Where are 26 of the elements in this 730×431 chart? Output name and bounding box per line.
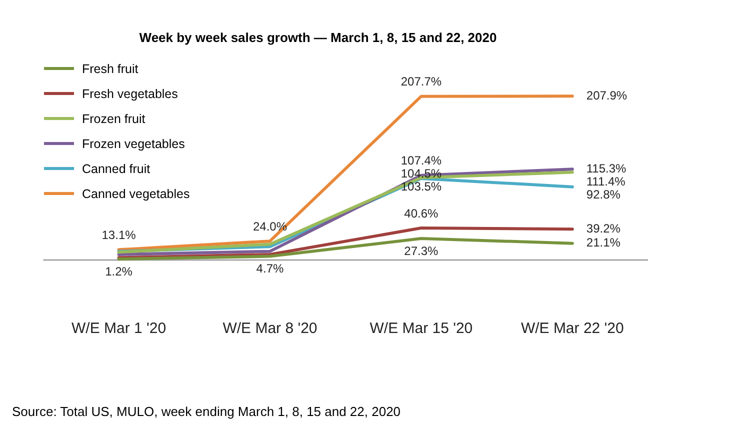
data-label: 207.9% — [586, 88, 628, 102]
source-note: Source: Total US, MULO, week ending March 1, 8, 15 and 22, 2020 — [12, 404, 401, 419]
data-label: 1.2% — [105, 264, 133, 278]
data-label: 27.3% — [404, 244, 439, 258]
data-label: 92.8% — [586, 187, 621, 202]
data-label: 4.7% — [256, 262, 284, 276]
data-label: 13.1% — [102, 228, 136, 242]
legend-label: Canned fruit — [82, 162, 150, 176]
x-tick-label: W/E Mar 15 '20 — [370, 320, 473, 338]
legend-label: Canned vegetables — [82, 186, 190, 200]
legend-label: Frozen fruit — [82, 112, 146, 126]
data-label: 21.1% — [586, 236, 621, 250]
x-tick-label: W/E Mar 1 '20 — [71, 320, 166, 338]
data-label: 107.4% — [400, 154, 442, 168]
data-label: 40.6% — [404, 206, 439, 220]
chart-title: Week by week sales growth — March 1, 8, 15 and 22, 2020 — [138, 30, 498, 45]
legend-label: Fresh fruit — [82, 62, 138, 76]
legend-label: Frozen vegetables — [82, 136, 185, 150]
data-label: 103.5% — [400, 180, 442, 194]
data-label: 39.2% — [586, 221, 621, 236]
legend-label: Fresh vegetables — [82, 86, 178, 100]
x-tick-label: W/E Mar 8 '20 — [222, 320, 318, 338]
data-label: 115.3% — [586, 161, 627, 176]
x-tick-label: W/E Mar 22 '20 — [520, 320, 624, 338]
data-label: 207.7% — [400, 74, 442, 89]
data-label: 111.4% — [586, 174, 626, 188]
